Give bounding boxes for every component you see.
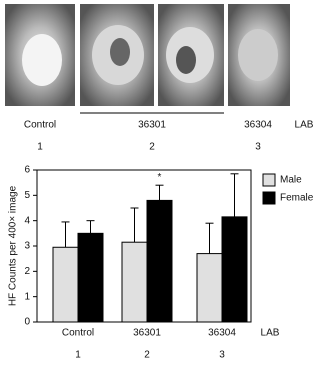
y-tick-label: 5 bbox=[24, 190, 30, 201]
legend-swatch bbox=[262, 173, 276, 187]
photo-label: 36304 bbox=[244, 120, 272, 131]
photos: Control 36301 36304 LAB 1 2 3 bbox=[5, 4, 314, 153]
photo-patch bbox=[110, 38, 130, 66]
y-tick-label: 6 bbox=[24, 165, 30, 176]
y-tick-label: 4 bbox=[24, 215, 30, 226]
photo-label: Control bbox=[24, 120, 56, 131]
x-tick-label: Control bbox=[62, 328, 94, 339]
y-tick-label: 1 bbox=[24, 291, 30, 302]
photo-patch bbox=[238, 29, 278, 81]
photo-number: 1 bbox=[37, 142, 43, 153]
bar bbox=[77, 232, 104, 323]
bar bbox=[52, 246, 79, 323]
x-axis-label: LAB bbox=[261, 328, 280, 339]
group-number: 2 bbox=[144, 350, 150, 361]
bar bbox=[221, 216, 248, 323]
legend-swatch bbox=[262, 191, 276, 205]
significance-mark: * bbox=[158, 172, 162, 183]
group-number: 1 bbox=[75, 350, 81, 361]
bar bbox=[196, 253, 223, 323]
photo-patch bbox=[176, 46, 196, 74]
y-tick-label: 3 bbox=[24, 241, 30, 252]
bar bbox=[121, 241, 148, 323]
chart: 0 1 2 3 4 5 6 HF Counts per 400× image Control 1 3… bbox=[8, 165, 314, 361]
x-tick-label: 36304 bbox=[208, 328, 236, 339]
x-tick-label: 36301 bbox=[133, 328, 161, 339]
photo-patch bbox=[22, 34, 62, 86]
y-tick-label: 0 bbox=[24, 317, 30, 328]
photo-number: 2 bbox=[149, 142, 155, 153]
bar bbox=[146, 199, 173, 323]
y-tick-label: 2 bbox=[24, 266, 30, 277]
legend-label: Female bbox=[280, 193, 314, 204]
legend-label: Male bbox=[280, 175, 302, 186]
group-number: 3 bbox=[219, 350, 225, 361]
photo-label: 36301 bbox=[138, 120, 166, 131]
photo-number: 3 bbox=[255, 142, 261, 153]
y-axis-label: HF Counts per 400× image bbox=[8, 185, 19, 306]
photo-label: LAB bbox=[295, 120, 314, 131]
